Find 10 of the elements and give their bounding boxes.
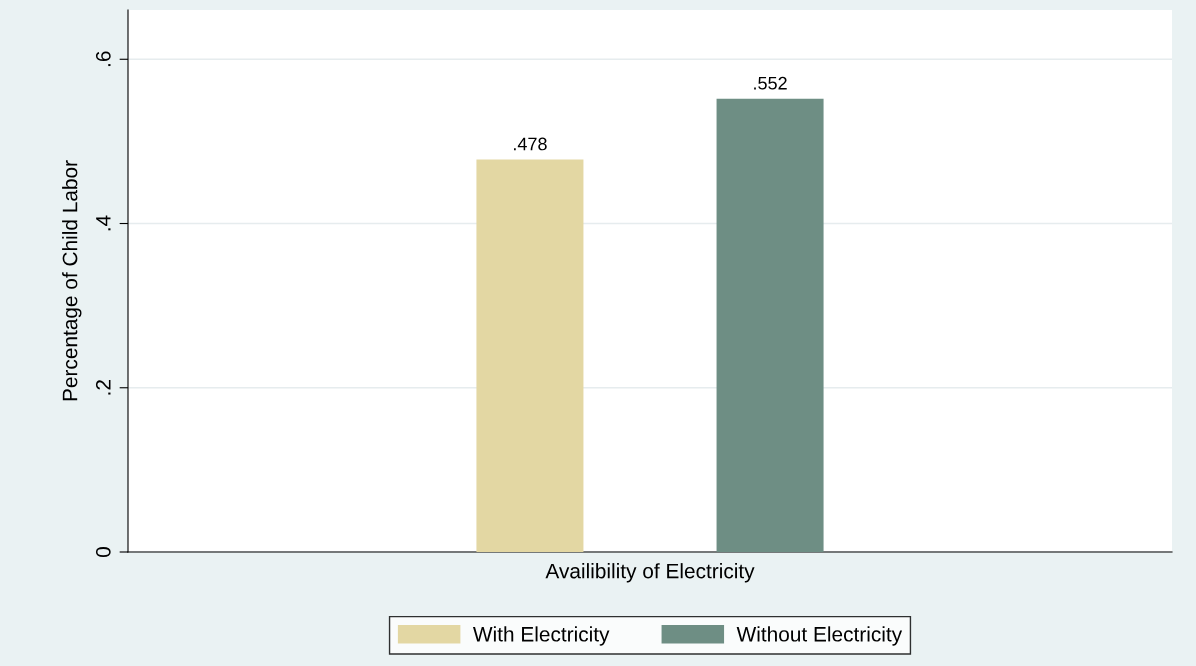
x-axis-title: Availibility of Electricity bbox=[545, 563, 755, 583]
y-tick-label: 0 bbox=[95, 547, 111, 557]
data-label: .552 bbox=[754, 76, 787, 90]
legend-label: With Electricity bbox=[472, 626, 610, 646]
y-tick-label: .2 bbox=[95, 380, 111, 395]
data-label: .478 bbox=[514, 137, 547, 151]
y-tick-label: .6 bbox=[95, 51, 111, 67]
legend-label: Without Electricity bbox=[736, 626, 903, 646]
y-tick-label: .4 bbox=[96, 215, 111, 231]
y-axis-title: Percentage of Child Labor bbox=[62, 160, 82, 401]
